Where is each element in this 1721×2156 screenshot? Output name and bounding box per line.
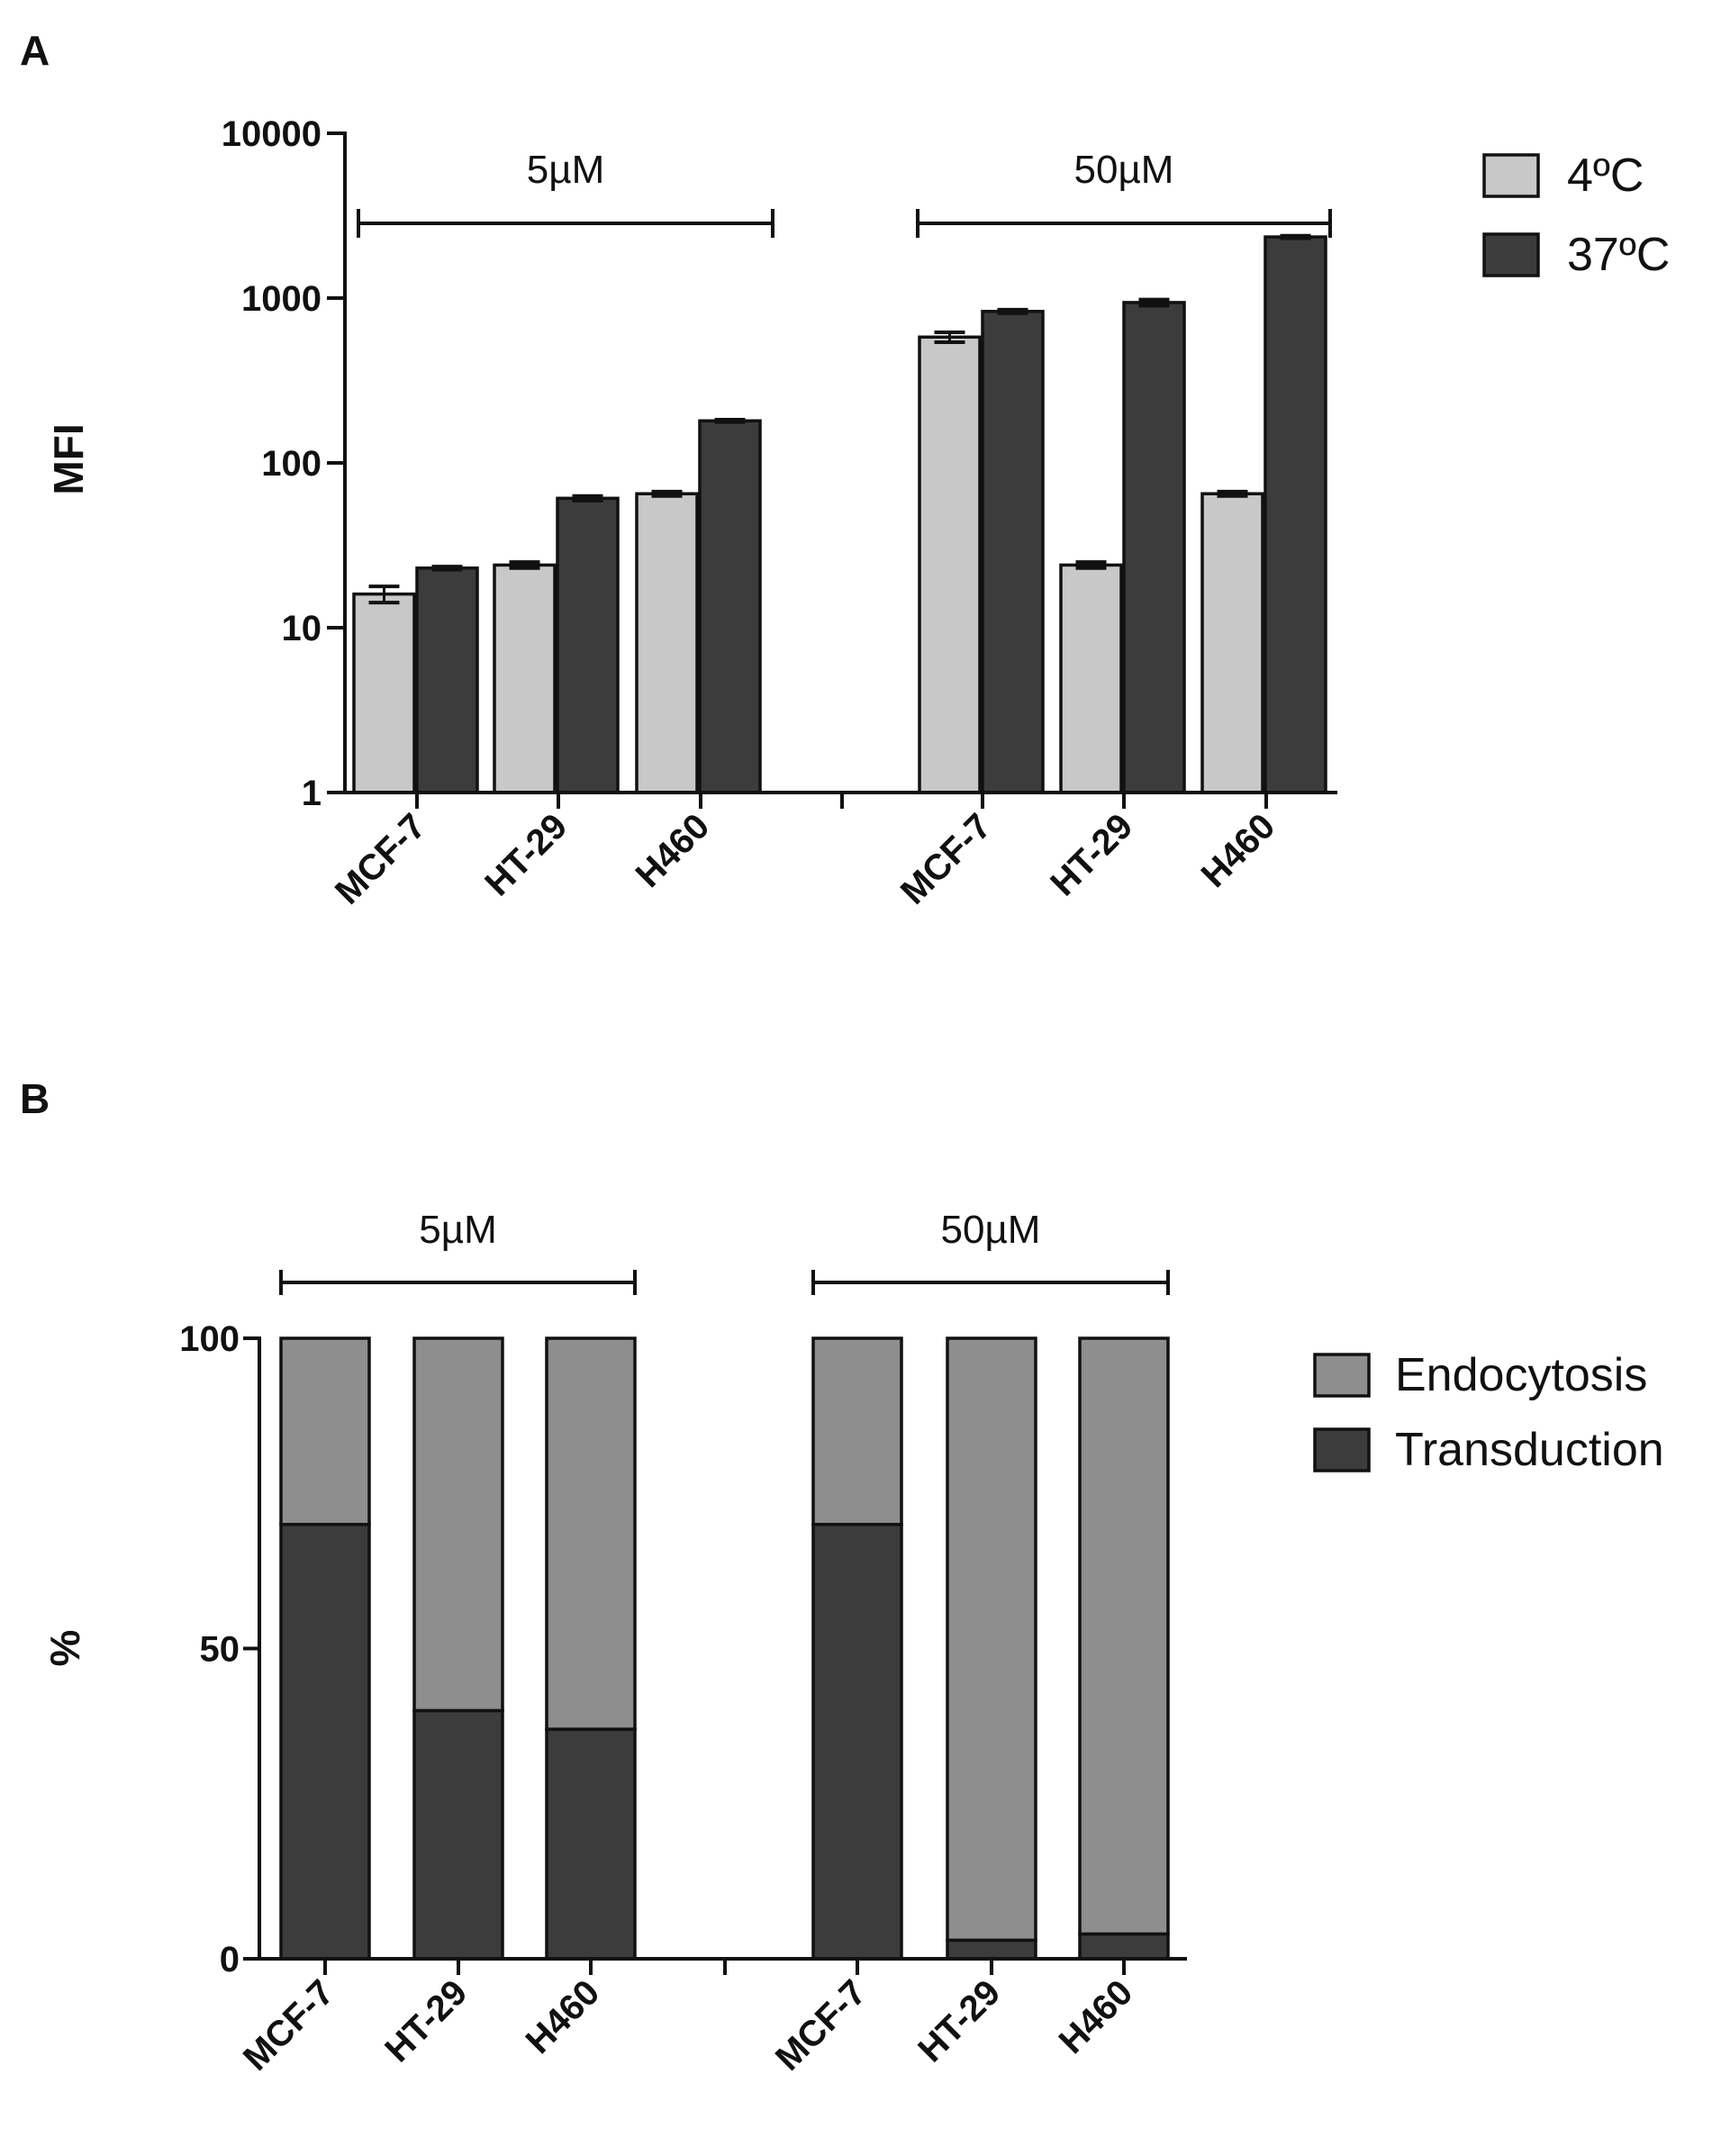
x-tick-label-mcf-7: MCF-7 [236,1972,342,2079]
panel-a-bars [352,235,1327,794]
group-bracket-50-m: 50µM [811,1208,1170,1295]
x-tick-label-h460: H460 [629,806,718,895]
x-tick-label-mcf-7: MCF-7 [768,1972,874,2079]
error-bar-h460-4-c [1217,489,1248,498]
x-tick-label-h460: H460 [1052,1972,1141,2061]
bar-50-m-ht-29-37-c [1122,301,1186,794]
x-tick-label-ht-29: HT-29 [910,1972,1008,2070]
panel-a-error-bars [368,233,1311,605]
y-tick-label-100: 100 [261,444,322,484]
panel-b-label: B [20,1075,50,1122]
bar-5-m-h460-4-c [635,492,699,794]
bar-50-m-ht-29-4-c [1059,563,1123,794]
bar-50-m-h460-endocytosis [1078,1336,1170,1936]
bar-5-m-h460-transduction [545,1727,637,1961]
bar-5-m-h460-endocytosis [545,1336,637,1731]
panel-a-y-ticks: 1 10 100 1000 10000 [222,114,345,813]
bar-5-m-ht-29-4-c [493,563,557,794]
y-tick-label-10000: 10000 [222,114,322,154]
panel-b-legend: Endocytosis Transduction [1313,1349,1664,1476]
x-tick-label-mcf-7: MCF-7 [328,806,434,912]
bar-5-m-mcf-7-endocytosis [279,1336,371,1526]
error-bar-ht-29-37-c [1138,297,1170,308]
panel-b-y-ticks: 0 50 100 [179,1319,259,1979]
bar-50-m-mcf-7-endocytosis [811,1336,903,1526]
panel-b-y-axis-label: % [41,1630,88,1667]
y-tick-label-1: 1 [302,774,322,813]
bar-50-m-mcf-7-transduction [811,1522,903,1961]
error-bar-mcf-7-37-c [997,307,1028,315]
bar-50-m-ht-29-endocytosis [946,1336,1037,1943]
y-tick-label-1000: 1000 [241,279,322,319]
x-tick-label-h460: H460 [519,1972,608,2061]
bar-5-m-ht-29-37-c [556,496,620,794]
error-bar-h460-4-c [651,489,683,498]
group-label-50-m: 50µM [1074,148,1174,192]
legend-swatch [1313,1427,1371,1472]
x-tick-label-mcf-7: MCF-7 [893,806,1000,912]
y-tick-label-50: 50 [200,1630,240,1670]
legend-label: Transduction [1395,1424,1664,1476]
error-bar-mcf-7-4-c [368,584,400,605]
x-tick-label-ht-29: HT-29 [377,1972,475,2070]
bar-5-m-mcf-7-transduction [279,1522,371,1961]
bar-5-m-h460-37-c [698,419,762,794]
legend-label: 37ºC [1567,229,1670,281]
panel-a-legend: 4ºC 37ºC [1482,149,1670,281]
bar-50-m-ht-29-transduction [946,1938,1037,1961]
error-bar-ht-29-37-c [572,494,603,503]
legend-label: Endocytosis [1395,1349,1647,1401]
bar-5-m-mcf-7-37-c [415,566,479,794]
error-bar-h460-37-c [1280,233,1311,240]
error-bar-mcf-7-37-c [431,565,463,572]
y-tick-label-10: 10 [282,609,322,648]
x-tick-label-ht-29: HT-29 [1043,806,1140,903]
bar-50-m-mcf-7-4-c [918,335,982,794]
legend-item-37-c: 37ºC [1482,229,1670,281]
panel-b-bars [279,1336,1170,1961]
panel-b-group-brackets: 5µM 50µM [279,1208,1170,1295]
group-label-5-m: 5µM [527,148,604,192]
legend-label: 4ºC [1567,149,1644,202]
bar-50-m-h460-transduction [1078,1932,1170,1961]
legend-item-transduction: Transduction [1313,1424,1664,1476]
y-tick-label-0: 0 [220,1940,240,1979]
bar-50-m-mcf-7-37-c [981,310,1045,794]
panel-a-axes [343,131,1337,809]
error-bar-ht-29-4-c [1075,560,1107,570]
group-bracket-5-m: 5µM [357,148,774,238]
group-label-50-m: 50µM [941,1208,1041,1252]
panel-b-axes [258,1336,1187,1975]
legend-item-4-c: 4ºC [1482,149,1644,202]
group-bracket-50-m: 50µM [916,148,1332,238]
group-bracket-5-m: 5µM [279,1208,637,1295]
bar-5-m-ht-29-transduction [412,1708,504,1961]
legend-swatch [1482,232,1540,277]
bar-50-m-h460-4-c [1200,492,1264,794]
legend-item-endocytosis: Endocytosis [1313,1349,1647,1401]
y-tick-label-100: 100 [179,1319,240,1359]
panel-a-x-tick-labels: MCF-7 HT-29 H460 MCF-7 HT-29 H460 [328,806,1283,912]
legend-swatch [1482,153,1540,198]
panel-a-y-axis-label: MFI [45,423,92,494]
bar-5-m-mcf-7-4-c [352,592,416,794]
bar-5-m-ht-29-endocytosis [412,1336,504,1713]
group-label-5-m: 5µM [419,1208,496,1252]
error-bar-ht-29-4-c [509,560,540,570]
panel-a-label: A [20,27,50,74]
panel-a-group-brackets: 5µM 50µM [357,148,1332,238]
x-tick-label-ht-29: HT-29 [477,806,575,903]
panel-b-x-tick-labels: MCF-7 HT-29 H460 MCF-7 HT-29 H460 [236,1972,1141,2079]
error-bar-mcf-7-4-c [934,330,965,344]
bar-50-m-h460-37-c [1264,235,1327,794]
legend-swatch [1313,1353,1371,1398]
error-bar-h460-37-c [714,417,746,424]
x-tick-label-h460: H460 [1194,806,1283,895]
